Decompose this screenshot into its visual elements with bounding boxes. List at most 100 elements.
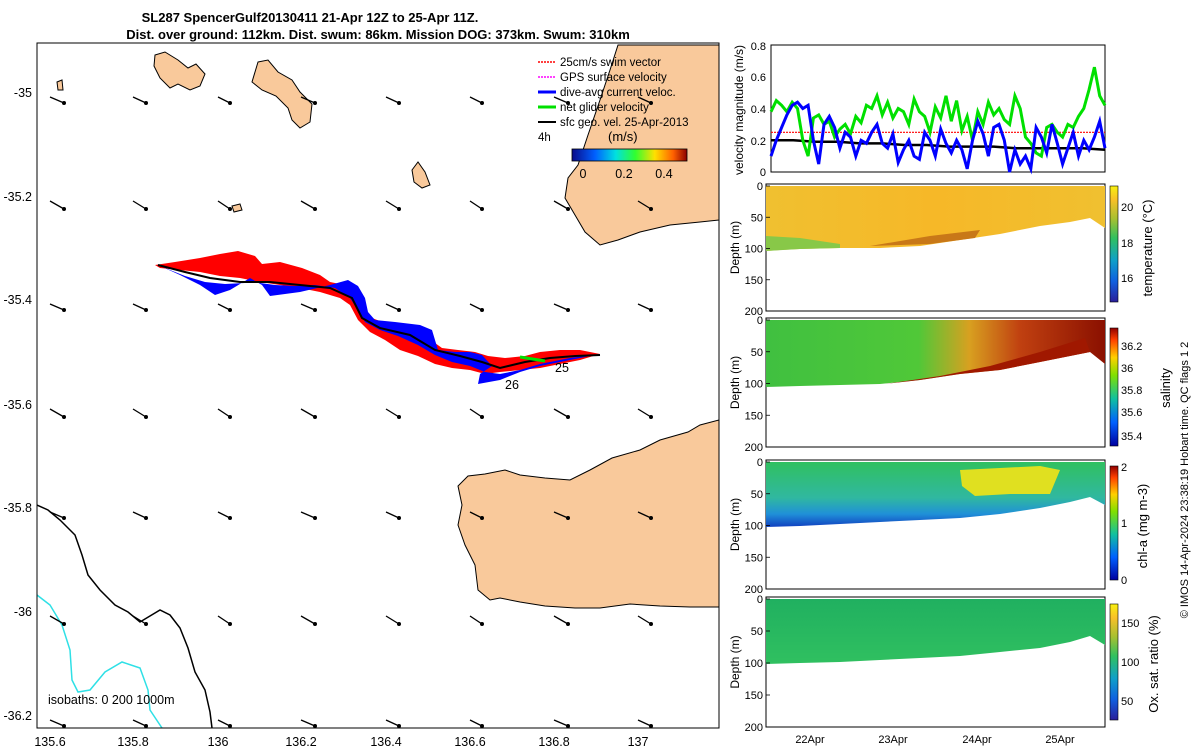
geo-arrow xyxy=(637,96,653,105)
geo-arrow xyxy=(385,719,401,728)
geo-arrow xyxy=(469,303,484,312)
map-y-tick: -36.2 xyxy=(4,709,33,723)
land-island-2 xyxy=(251,59,313,129)
geo-arrow xyxy=(637,408,653,419)
date-tick: 25Apr xyxy=(1045,734,1075,746)
temperature-cb-tick: 20 xyxy=(1121,202,1133,214)
land-yorke-peninsula xyxy=(564,44,719,246)
map-y-tick: -35 xyxy=(14,86,32,100)
chla-cb-tick: 0 xyxy=(1121,575,1127,587)
section-depth-tick: 50 xyxy=(751,212,763,224)
geo-arrow xyxy=(300,200,317,211)
speed-colorbar-tick: 0 xyxy=(580,167,587,181)
salinity-cb-tick: 36.2 xyxy=(1121,341,1142,353)
section-depth-tick: 100 xyxy=(745,521,763,533)
vel-y-tick: 0.4 xyxy=(751,104,766,116)
land-island-1 xyxy=(153,51,206,91)
dive-avg-track xyxy=(158,265,600,384)
oxygen-colorbar xyxy=(1109,603,1119,721)
oxygen-cb-tick: 100 xyxy=(1121,657,1139,669)
geo-arrow xyxy=(553,511,570,520)
temperature-field xyxy=(766,186,1105,251)
geo-arrow xyxy=(385,615,401,626)
map-x-tick: 136.6 xyxy=(454,735,485,749)
chla-colorbar xyxy=(1109,465,1119,581)
geo-arrow xyxy=(132,408,148,419)
speed-colorbar-tick: 0.2 xyxy=(615,167,632,181)
map-y-tick: -36 xyxy=(14,605,32,619)
chla-cb-tick: 1 xyxy=(1121,518,1127,530)
legend-item-dive-avg: dive-avg current veloc. xyxy=(560,87,676,99)
oxygen-section xyxy=(765,596,1106,728)
velocity-y-axis: 0.8 0.6 0.4 0.2 0 xyxy=(751,41,766,179)
geo-arrow xyxy=(132,200,148,211)
geo-arrow xyxy=(637,615,653,626)
geo-arrow xyxy=(469,511,484,520)
section-depth-tick: 200 xyxy=(745,442,763,454)
section-depth-tick: 100 xyxy=(745,658,763,670)
chla-cb-tick: 2 xyxy=(1121,462,1127,474)
geo-arrow xyxy=(217,303,232,312)
geo-arrow xyxy=(637,719,653,728)
geo-arrow xyxy=(553,615,570,626)
copyright-note: © IMOS 14-Apr-2024 23:38:19 Hobart time.… xyxy=(1179,342,1191,619)
map-y-tick: -35.8 xyxy=(4,501,33,515)
track-day-label-25: 25 xyxy=(555,361,569,375)
geo-arrow xyxy=(637,200,653,211)
geo-arrow xyxy=(49,408,66,419)
map-x-tick: 135.8 xyxy=(117,735,148,749)
section-depth-tick: 50 xyxy=(751,626,763,638)
geo-arrow xyxy=(300,303,317,312)
section-depth-tick: 150 xyxy=(745,552,763,564)
section-depth-tick: 150 xyxy=(745,410,763,422)
date-tick: 24Apr xyxy=(962,734,992,746)
temperature-section xyxy=(765,183,1106,312)
legend-colorbar-unit: (m/s) xyxy=(608,129,638,144)
geo-arrow xyxy=(385,511,401,520)
map-x-axis: 135.6 135.8 136 136.2 136.4 136.6 136.8 … xyxy=(34,735,648,749)
map-frame xyxy=(36,42,720,729)
section-depth-tick: 150 xyxy=(745,275,763,287)
geo-arrow xyxy=(132,511,148,520)
section-y-label: Depth (m) xyxy=(728,221,742,274)
geo-arrow xyxy=(217,96,232,105)
legend-4h-label: 4h xyxy=(538,132,551,144)
vel-y-tick: 0 xyxy=(760,167,766,179)
legend-item-gps: GPS surface velocity xyxy=(560,72,667,84)
section-axes: 0 50 100 150 200 Depth (m) 0 50 100 150 200 Depth (… xyxy=(728,181,770,734)
oxygen-cb-tick: 150 xyxy=(1121,618,1139,630)
geo-arrow xyxy=(49,615,66,626)
geo-arrow xyxy=(300,511,317,520)
map-x-tick: 136.4 xyxy=(370,735,401,749)
geo-arrow xyxy=(385,200,401,211)
geo-arrow xyxy=(637,511,653,520)
land-island-3 xyxy=(411,161,431,189)
map-x-tick: 136.2 xyxy=(285,735,316,749)
section-depth-tick: 200 xyxy=(745,722,763,734)
swim-vector-track xyxy=(155,251,600,374)
chla-high-patch xyxy=(960,466,1060,496)
geo-arrow xyxy=(469,615,484,626)
salinity-cb-tick: 35.8 xyxy=(1121,385,1142,397)
geo-arrow xyxy=(385,408,401,419)
section-depth-tick: 150 xyxy=(745,690,763,702)
geo-arrow xyxy=(553,303,570,312)
chla-section xyxy=(765,459,1106,590)
map-x-tick: 137 xyxy=(628,735,649,749)
title-line-1: SL287 SpencerGulf20130411 21-Apr 12Z to … xyxy=(142,10,479,25)
geo-arrow xyxy=(469,200,484,211)
section-depth-tick: 0 xyxy=(757,315,763,327)
map-y-tick: -35.6 xyxy=(4,398,33,412)
speed-colorbar xyxy=(571,148,688,162)
salinity-cb-label: salinity xyxy=(1158,368,1173,408)
sfc-geo-arrow-field xyxy=(49,96,653,728)
salinity-field xyxy=(766,320,1105,387)
map-x-tick: 135.6 xyxy=(34,735,65,749)
salinity-cb-tick: 35.4 xyxy=(1121,431,1142,443)
chla-cb-label: chl-a (mg m-3) xyxy=(1135,484,1150,569)
map-y-tick: -35.2 xyxy=(4,190,33,204)
section-depth-tick: 200 xyxy=(745,306,763,318)
oxygen-cb-tick: 50 xyxy=(1121,696,1133,708)
oxygen-field xyxy=(766,599,1105,664)
